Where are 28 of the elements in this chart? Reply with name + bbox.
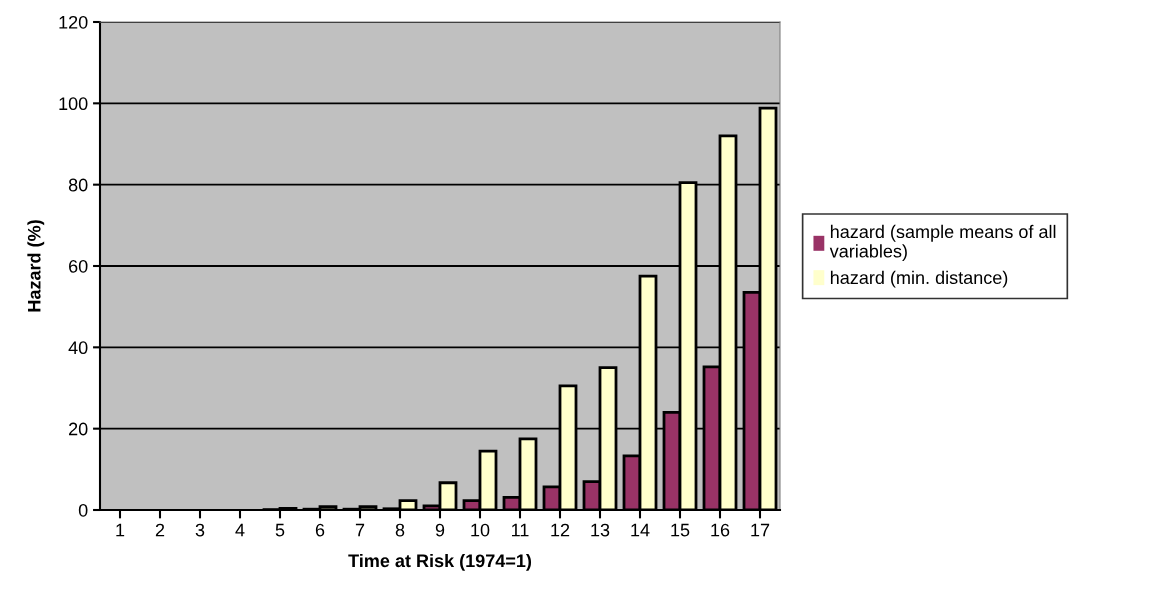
x-tick-label: 4 [235, 523, 245, 537]
y-tick-label: 40 [68, 341, 88, 355]
y-tick-label: 60 [69, 259, 88, 273]
x-tick-label: 14 [631, 523, 650, 537]
y-tick-label: 120 [59, 15, 88, 29]
x-axis-title: Time at Risk (1974=1) [348, 553, 532, 571]
y-tick-label: 100 [59, 97, 88, 111]
x-tick-label: 17 [751, 523, 770, 537]
x-tick-label: 2 [155, 523, 165, 537]
x-tick-label: 9 [435, 523, 445, 537]
y-tick-label: 20 [69, 422, 88, 436]
x-tick-label: 10 [471, 523, 490, 537]
x-tick-label: 8 [395, 523, 405, 537]
legend-label: hazard (sample means of all variables) [829, 224, 1056, 262]
x-tick-label: 1 [116, 523, 125, 537]
x-tick-label: 15 [671, 523, 690, 537]
x-tick-label: 12 [551, 523, 570, 537]
x-tick-label: 11 [512, 523, 529, 537]
x-tick-label: 5 [275, 523, 285, 537]
y-tick-label: 0 [78, 503, 88, 517]
y-tick-label: 80 [68, 178, 88, 192]
x-tick-label: 7 [355, 523, 365, 537]
x-tick-label: 16 [711, 523, 730, 537]
x-tick-label: 3 [195, 523, 205, 537]
x-tick-label: 13 [591, 523, 610, 537]
legend-label: hazard (min. distance) [830, 270, 1008, 288]
x-tick-label: 6 [315, 523, 325, 537]
y-axis-title: Hazard (%) [27, 220, 45, 312]
